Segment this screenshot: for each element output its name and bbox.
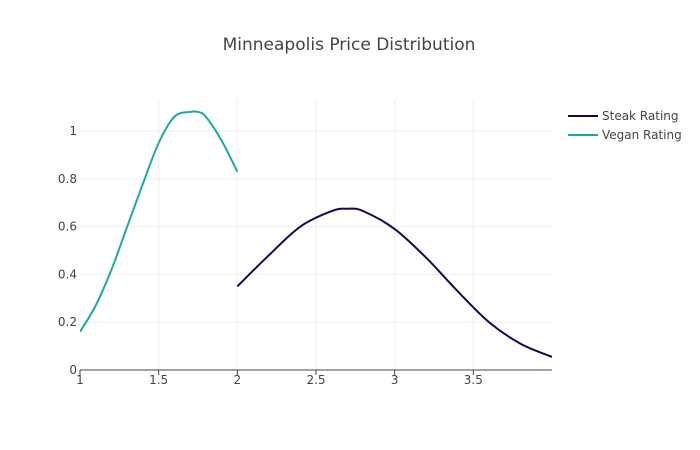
series-lines [80, 110, 552, 358]
legend-label: Steak Rating [602, 109, 679, 123]
legend[interactable]: Steak Rating Vegan Rating [568, 109, 682, 142]
x-tick-label: 1.5 [149, 373, 168, 387]
x-tick-label: 1 [76, 373, 84, 387]
x-tick-label: 3 [391, 373, 399, 387]
legend-item-vegan-rating[interactable]: Vegan Rating [568, 128, 682, 142]
y-tick-label: 0 [69, 363, 77, 377]
grid-lines [80, 100, 552, 370]
y-tick-label: 1 [69, 124, 77, 138]
y-tick-label: 0.8 [58, 172, 77, 186]
y-tick-label: 0.2 [58, 315, 77, 329]
series-line-vegan-rating [80, 110, 239, 333]
x-tick-label: 3.5 [464, 373, 483, 387]
x-tick-label: 2 [234, 373, 242, 387]
tick-labels: 1 1.5 2 2.5 3 3.5 0 0.2 0.4 0.6 0.8 1 [58, 124, 483, 387]
chart-title: Minneapolis Price Distribution [223, 35, 476, 55]
series-line-steak-rating [236, 207, 552, 358]
legend-label: Vegan Rating [602, 128, 682, 142]
y-tick-label: 0.6 [58, 220, 77, 234]
axes [79, 369, 552, 375]
x-tick-label: 2.5 [306, 373, 325, 387]
y-tick-label: 0.4 [58, 267, 77, 281]
legend-item-steak-rating[interactable]: Steak Rating [568, 109, 679, 123]
